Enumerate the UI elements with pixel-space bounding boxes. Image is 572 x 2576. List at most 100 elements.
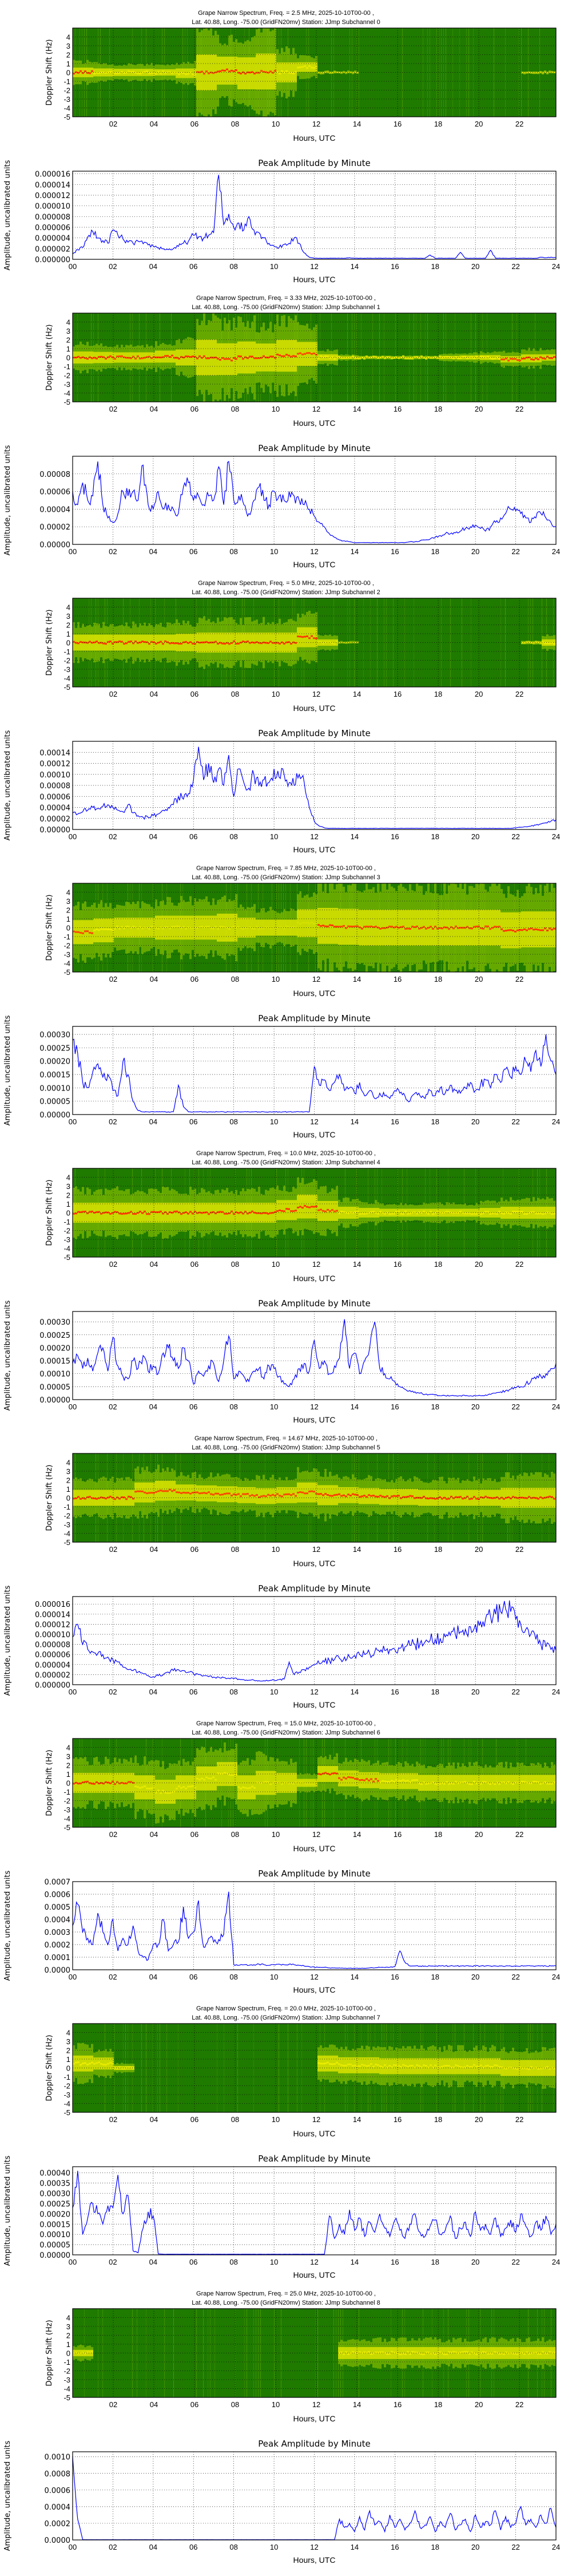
spectrogram-trace [285,1493,288,1495]
spectrogram-trace [382,1495,384,1498]
spectrogram-cell [160,1203,162,1223]
spectrogram-trace [384,927,386,929]
spectrogram-cell [349,72,352,73]
spectrogram-cell [304,62,306,72]
spectrogram-trace [185,641,187,643]
spectrogram-cell [313,627,315,647]
spectrogram-trace [176,357,178,359]
spectrogram-trace [425,358,427,360]
spectrogram-trace [347,1494,349,1496]
spectrogram-cell [475,355,478,359]
spectrogram-trace [118,72,121,74]
spectrogram-trace [491,1497,494,1499]
spectrogram-cell [93,68,96,77]
amplitude-frame [72,1311,557,1400]
spectrogram-trace [317,357,320,359]
spectrogram-trace [217,928,219,930]
amplitude-series-line [72,1034,557,1113]
spectrogram-trace [91,70,93,72]
spectrogram-cell [176,1203,178,1223]
spectrogram-trace [98,356,100,358]
spectrogram-trace [411,1495,414,1498]
spectrogram-trace [276,1781,279,1784]
amplitude-xtick-label: 00 [69,1117,77,1126]
spectrogram-cell [114,352,116,363]
spectrogram-trace [210,1211,212,1214]
spectrogram-ytick-label: 2 [66,1191,70,1200]
spectrogram-trace [185,1492,187,1494]
spectrogram-trace [160,1490,162,1492]
spectrogram-trace [96,1498,98,1500]
spectrogram-trace [329,72,331,74]
spectrogram-cell [102,634,105,651]
spectrogram-trace [132,926,134,928]
spectrogram-trace [400,357,402,359]
spectrogram-trace [107,1211,109,1214]
spectrogram-trace [144,357,146,359]
spectrogram-trace [386,926,388,929]
spectrogram-trace [311,1783,313,1785]
spectrogram-trace [166,71,169,73]
amplitude-ytick-label: 0.000006 [35,224,70,232]
spectrogram-cell [203,1766,205,1791]
spectrogram-trace [237,1786,240,1788]
spectrogram-trace [510,1498,512,1500]
spectrogram-trace [256,357,258,359]
spectrogram-xtick-label: 14 [353,405,361,413]
spectrogram-xtick-label: 02 [109,1545,117,1554]
amplitude-xtick-label: 18 [431,1402,439,1411]
spectrogram-trace [84,70,86,73]
amplitude-ytick-label: 0.00025 [39,1044,70,1053]
spectrogram-xtick-label: 20 [475,975,483,983]
spectrogram-trace [214,1212,217,1215]
spectrogram-trace [164,1490,166,1492]
spectrogram-trace [420,927,423,929]
spectrogram-cell [233,343,235,376]
spectrogram-trace [272,72,274,74]
amplitude-xtick-label: 18 [431,832,439,841]
spectrogram-heatmap [73,1739,556,1827]
spectrogram-trace [402,1779,404,1781]
spectrogram-cell [514,912,517,949]
spectrogram-cell [427,1208,430,1217]
spectrogram-trace [148,72,150,74]
spectrogram-trace [434,1783,436,1785]
spectrogram-ytick-label: -2 [63,657,70,665]
spectrogram-trace [391,1495,393,1498]
spectrogram-trace [228,1212,231,1215]
amplitude-xtick-label: 24 [552,1402,560,1411]
spectrogram-cell [233,633,235,653]
spectrogram-trace [205,357,208,359]
spectrogram-ytick-label: 0 [66,1779,70,1788]
spectrogram-cell [84,1203,86,1223]
amplitude-xtick-label: 22 [511,1117,519,1126]
amplitude-xtick-label: 16 [391,1117,399,1126]
spectrogram-trace [73,641,75,643]
amplitude-series-line [72,175,557,259]
spectrogram-trace [546,72,549,74]
spectrogram-trace [249,1495,251,1497]
spectrogram-trace [171,1490,173,1492]
spectrogram-cell [288,1487,290,1503]
spectrogram-trace [219,926,221,928]
spectrogram-trace [91,1783,93,1785]
spectrogram-trace [299,635,301,638]
spectrogram-cell [208,54,210,90]
amplitude-xlabel: Hours, UTC [293,275,336,284]
spectrogram-trace [308,637,311,639]
spectrogram-cell [123,918,125,938]
spectrogram-trace [169,355,171,358]
spectrogram-trace [423,1495,425,1498]
spectrogram-cell [279,633,281,653]
spectrogram-trace [235,358,237,360]
spectrogram-trace [514,1211,517,1213]
spectrogram-cell [281,1200,283,1220]
spectrogram-cell [281,1487,283,1503]
spectrogram-cell [484,1208,487,1218]
amplitude-ytick-label: 0.00000 [39,826,70,835]
spectrogram-trace [402,1213,404,1215]
spectrogram-ytick-label: 2 [66,51,70,60]
spectrogram-cell [134,634,137,651]
spectrogram-cell [306,627,308,647]
spectrogram-trace [372,1495,375,1497]
